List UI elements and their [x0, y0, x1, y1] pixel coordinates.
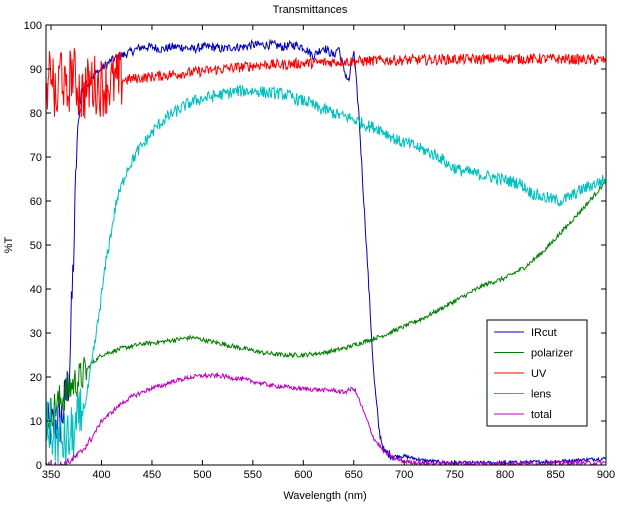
series-line-lens: [46, 84, 606, 465]
x-tick-label: 900: [597, 469, 615, 481]
series-line-UV: [46, 48, 606, 119]
y-tick-label: 60: [30, 196, 42, 208]
legend-label-lens: lens: [531, 389, 552, 401]
legend-label-UV: UV: [531, 368, 547, 380]
y-tick-label: 20: [30, 372, 42, 384]
x-tick-label: 850: [546, 469, 564, 481]
x-tick-label: 650: [345, 469, 363, 481]
chart-title: Transmittances: [273, 4, 348, 16]
y-tick-label: 10: [30, 416, 42, 428]
series-line-total: [46, 371, 606, 465]
x-tick-label: 750: [445, 469, 463, 481]
y-tick-label: 100: [24, 20, 42, 32]
y-tick-label: 80: [30, 108, 42, 120]
x-tick-label: 700: [395, 469, 413, 481]
y-tick-label: 50: [30, 240, 42, 252]
y-axis-label: %T: [3, 236, 15, 253]
ticks-layer: 350 400 450 500 550 600 650 700 750 800 850 900 0 10 2…: [24, 20, 616, 481]
series-line-IRcut: [46, 38, 606, 465]
series-line-polarizer: [46, 180, 606, 435]
x-tick-label: 500: [193, 469, 211, 481]
x-tick-label: 450: [143, 469, 161, 481]
legend-label-IRcut: IRcut: [531, 327, 557, 339]
x-tick-label: 350: [42, 469, 60, 481]
legend-label-polarizer: polarizer: [531, 348, 574, 360]
y-tick-label: 70: [30, 152, 42, 164]
legend-label-total: total: [531, 409, 552, 421]
x-tick-label: 550: [244, 469, 262, 481]
x-tick-label: 800: [496, 469, 514, 481]
y-tick-label: 90: [30, 64, 42, 76]
x-tick-label: 400: [92, 469, 110, 481]
y-tick-label: 30: [30, 328, 42, 340]
y-tick-label: 40: [30, 284, 42, 296]
x-tick-label: 600: [294, 469, 312, 481]
x-axis-label: Wavelength (nm): [283, 490, 366, 502]
series-layer: [46, 38, 606, 465]
legend: IRcut polarizer UV lens total: [486, 319, 588, 427]
y-tick-label: 0: [36, 460, 42, 472]
